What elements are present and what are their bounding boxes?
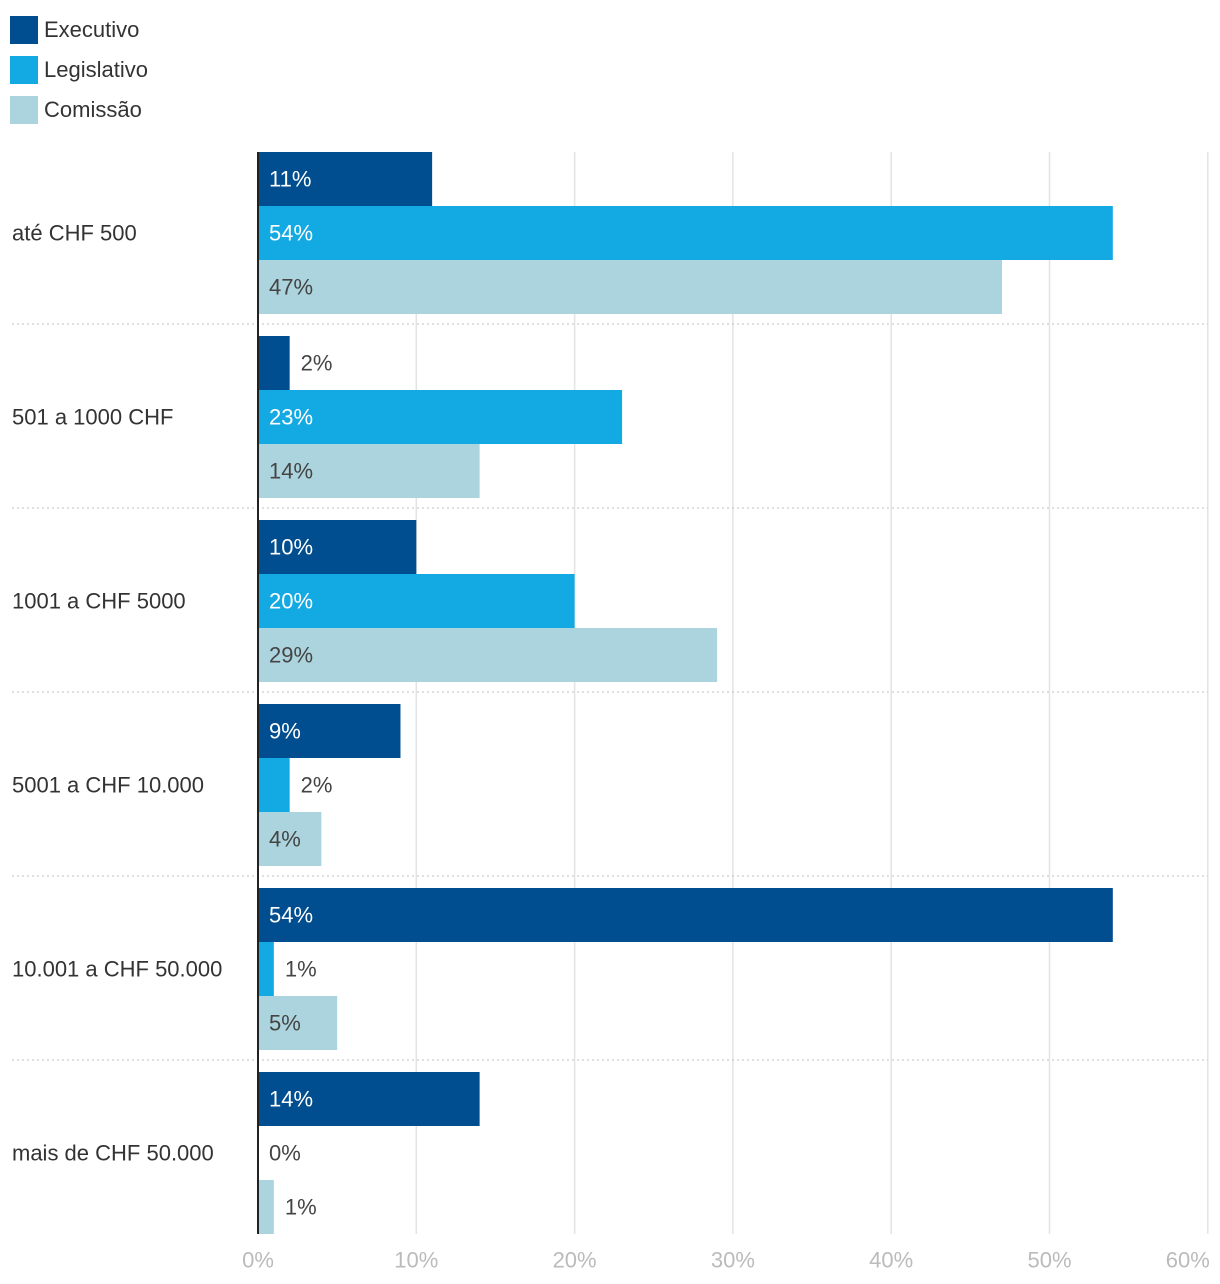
legend-item-legislativo: Legislativo: [10, 50, 148, 90]
value-label-executivo-501-a-1000-chf: 2%: [301, 351, 333, 376]
category-label-ate-chf-500: até CHF 500: [12, 221, 137, 246]
bar-legislativo-ate-chf-500: [258, 206, 1113, 260]
bar-comissao-1001-a-chf-5000: [258, 628, 718, 682]
bar-comissao-5001-a-chf-10-000: [258, 812, 322, 866]
bar-executivo-501-a-1000-chf: [258, 336, 290, 390]
category-label-501-a-1000-chf: 501 a 1000 CHF: [12, 405, 173, 430]
legend-label: Legislativo: [44, 57, 148, 82]
value-label-executivo-ate-chf-500: 11%: [269, 167, 311, 192]
bar-legislativo-10-001-a-chf-50-000: [258, 942, 274, 996]
legend: Executivo Legislativo Comissão: [10, 10, 148, 130]
value-label-comissao-5001-a-chf-10-000: 4%: [269, 827, 301, 852]
value-label-legislativo-1001-a-chf-5000: 20%: [269, 589, 313, 614]
category-label-10-001-a-chf-50-000: 10.001 a CHF 50.000: [12, 957, 222, 982]
legend-swatch: [10, 16, 38, 44]
bar-comissao-ate-chf-500: [258, 260, 1003, 314]
legend-item-comissao: Comissão: [10, 90, 148, 130]
x-tick-label-0: 0%: [242, 1248, 274, 1273]
bar-legislativo-5001-a-chf-10-000: [258, 758, 290, 812]
bar-executivo-5001-a-chf-10-000: [258, 704, 401, 758]
value-label-comissao-1001-a-chf-5000: 29%: [269, 643, 313, 668]
value-label-legislativo-10-001-a-chf-50-000: 1%: [285, 957, 317, 982]
bar-comissao-10-001-a-chf-50-000: [258, 996, 338, 1050]
x-tick-label-40: 40%: [869, 1248, 913, 1273]
bar-executivo-1001-a-chf-5000: [258, 520, 417, 574]
x-tick-label-60: 60%: [1166, 1248, 1210, 1273]
value-label-comissao-501-a-1000-chf: 14%: [269, 459, 313, 484]
legend-item-executivo: Executivo: [10, 10, 148, 50]
category-label-5001-a-chf-10-000: 5001 a CHF 10.000: [12, 773, 204, 798]
x-tick-label-50: 50%: [1027, 1248, 1071, 1273]
x-tick-label-10: 10%: [394, 1248, 438, 1273]
value-label-legislativo-ate-chf-500: 54%: [269, 221, 313, 246]
legend-label: Comissão: [44, 97, 142, 122]
legend-swatch: [10, 56, 38, 84]
value-label-legislativo-5001-a-chf-10-000: 2%: [301, 773, 333, 798]
bar-comissao-mais-de-chf-50-000: [258, 1180, 274, 1234]
value-label-executivo-5001-a-chf-10-000: 9%: [269, 719, 301, 744]
value-label-comissao-10-001-a-chf-50-000: 5%: [269, 1011, 301, 1036]
bar-comissao-501-a-1000-chf: [258, 444, 480, 498]
legend-label: Executivo: [44, 17, 140, 42]
value-label-executivo-mais-de-chf-50-000: 14%: [269, 1087, 313, 1112]
bar-executivo-ate-chf-500: [258, 152, 433, 206]
category-label-1001-a-chf-5000: 1001 a CHF 5000: [12, 589, 186, 614]
value-label-comissao-ate-chf-500: 47%: [269, 275, 313, 300]
bar-legislativo-501-a-1000-chf: [258, 390, 623, 444]
x-tick-label-20: 20%: [553, 1248, 597, 1273]
value-label-executivo-10-001-a-chf-50-000: 54%: [269, 903, 313, 928]
x-tick-label-30: 30%: [711, 1248, 755, 1273]
category-label-mais-de-chf-50-000: mais de CHF 50.000: [12, 1141, 214, 1166]
value-label-legislativo-mais-de-chf-50-000: 0%: [269, 1141, 301, 1166]
value-label-legislativo-501-a-1000-chf: 23%: [269, 405, 313, 430]
bar-legislativo-1001-a-chf-5000: [258, 574, 575, 628]
bar-executivo-mais-de-chf-50-000: [258, 1072, 480, 1126]
value-label-comissao-mais-de-chf-50-000: 1%: [285, 1195, 317, 1220]
legend-swatch: [10, 96, 38, 124]
bar-executivo-10-001-a-chf-50-000: [258, 888, 1113, 942]
value-label-executivo-1001-a-chf-5000: 10%: [269, 535, 313, 560]
